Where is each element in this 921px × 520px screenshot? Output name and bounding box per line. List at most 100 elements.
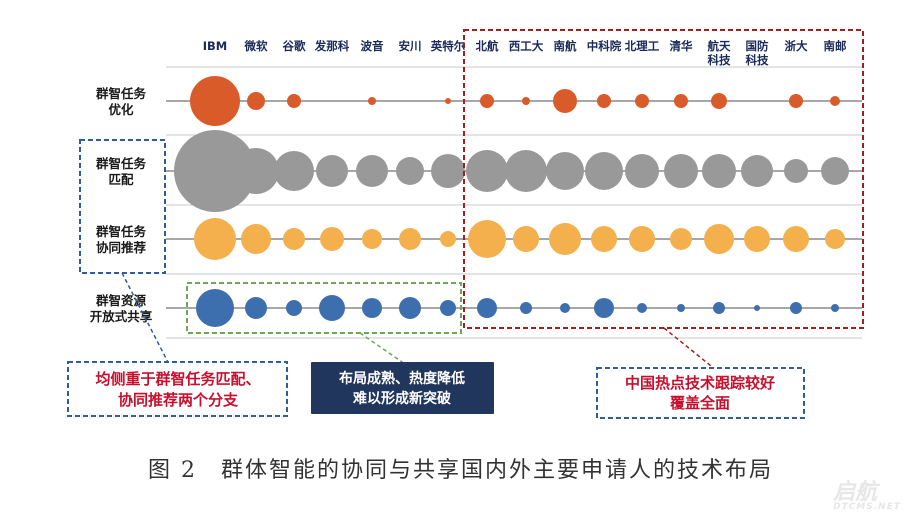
bubble-r0-c10 bbox=[597, 94, 611, 108]
bubble-r2-c11 bbox=[629, 226, 655, 252]
bubble-r1-c11 bbox=[625, 154, 659, 188]
bubble-r1-c7 bbox=[466, 150, 508, 192]
bubble-r3-c1 bbox=[245, 297, 267, 319]
bubble-r3-c9 bbox=[560, 303, 570, 313]
bubble-r0-c16 bbox=[830, 96, 840, 106]
bubble-r3-c3 bbox=[319, 295, 345, 321]
mid-annotation-text: 布局成熟、热度降低难以形成新突破 bbox=[339, 370, 465, 407]
bubble-r0-c1 bbox=[247, 92, 265, 110]
bubble-r1-c9 bbox=[546, 152, 584, 190]
bubble-r2-c16 bbox=[825, 229, 845, 249]
bubble-r2-c15 bbox=[783, 226, 809, 252]
category-label-10: 中科院 bbox=[587, 39, 622, 53]
category-label-8: 西工大 bbox=[509, 39, 544, 53]
bubble-r2-c12 bbox=[670, 228, 692, 250]
bubble-r2-c5 bbox=[399, 228, 421, 250]
bubble-r1-c10 bbox=[585, 152, 623, 190]
bubble-r2-c10 bbox=[591, 226, 617, 252]
category-label-4: 波音 bbox=[361, 39, 384, 53]
category-label-6: 英特尔 bbox=[430, 39, 466, 53]
bubble-r1-c1 bbox=[233, 148, 279, 194]
patent-layout-chart: IBM 微软 谷歌 发那科 波音 安川 英特尔 北航 西工大 南航 中科院 北理工 清华 航天科技国防科技… bbox=[67, 29, 864, 419]
bubble-r1-c0 bbox=[174, 130, 256, 212]
bubble-r0-c8 bbox=[522, 97, 530, 105]
bubble-r0-c2 bbox=[287, 94, 301, 108]
bubble-r3-c8 bbox=[520, 302, 532, 314]
bubble-r3-c7 bbox=[477, 298, 497, 318]
left-connector-line bbox=[121, 272, 171, 367]
mid-annotation-box bbox=[311, 362, 494, 414]
watermark-text: 启航 bbox=[833, 480, 878, 505]
bubble-r0-c12 bbox=[674, 94, 688, 108]
bubble-r3-c2 bbox=[286, 300, 302, 316]
bubble-r1-c8 bbox=[505, 150, 547, 192]
bubble-r1-c14 bbox=[741, 155, 773, 187]
category-label-11: 北理工 bbox=[625, 39, 660, 53]
category-label-15: 浙大 bbox=[785, 39, 808, 53]
watermark-logo: 启航 DTCMS.NET bbox=[833, 474, 901, 512]
watermark-subtext: DTCMS.NET bbox=[833, 502, 901, 512]
left-annotation-box bbox=[67, 361, 288, 417]
category-label-14: 国防科技 bbox=[746, 39, 769, 67]
bubble-r3-c12 bbox=[677, 304, 685, 312]
right-annotation-box bbox=[596, 367, 805, 419]
bubble-r1-c4 bbox=[356, 155, 388, 187]
bubble-r1-c5 bbox=[396, 157, 424, 185]
row-label-3: 群智资源开放式共享 bbox=[90, 293, 153, 324]
category-label-9: 南航 bbox=[554, 39, 577, 53]
bubble-r1-c12 bbox=[664, 154, 698, 188]
bubble-r0-c4 bbox=[368, 97, 376, 105]
bubble-r2-c14 bbox=[744, 226, 770, 252]
bubble-r2-c0 bbox=[194, 218, 236, 260]
bubble-r0-c13 bbox=[711, 93, 727, 109]
category-label-5: 安川 bbox=[399, 39, 422, 53]
category-label-7: 北航 bbox=[476, 39, 499, 53]
bubble-r0-c11 bbox=[635, 94, 649, 108]
row-label-2: 群智任务协同推荐 bbox=[95, 224, 147, 255]
bubble-r3-c11 bbox=[637, 303, 647, 313]
bubble-r1-c13 bbox=[702, 154, 736, 188]
right-connector-line bbox=[663, 327, 717, 371]
bubble-r3-c15 bbox=[790, 302, 802, 314]
category-label-16: 南邮 bbox=[824, 39, 847, 53]
bubble-r1-c2 bbox=[274, 151, 314, 191]
bubble-r0-c7 bbox=[480, 94, 494, 108]
bubble-r1-c15 bbox=[784, 159, 808, 183]
mature-layout-frame bbox=[186, 282, 462, 334]
category-label-3: 发那科 bbox=[314, 39, 350, 53]
china-highlight-frame bbox=[463, 29, 864, 329]
bubble-r2-c4 bbox=[362, 229, 382, 249]
row-label-1: 群智任务匹配 bbox=[95, 156, 147, 187]
bubble-r3-c13 bbox=[713, 302, 725, 314]
figure-caption: 图 2 群体智能的协同与共享国内外主要申请人的技术布局 bbox=[148, 458, 773, 483]
mid-connector-line bbox=[359, 332, 406, 365]
bubble-r2-c6 bbox=[440, 231, 456, 247]
bubble-r1-c16 bbox=[821, 157, 849, 185]
bubble-r0-c15 bbox=[789, 94, 803, 108]
bubble-r2-c1 bbox=[241, 224, 271, 254]
category-label-0: IBM bbox=[203, 39, 228, 53]
bubble-r3-c10 bbox=[594, 298, 614, 318]
bubble-r3-c4 bbox=[362, 298, 382, 318]
bubble-r0-c0 bbox=[190, 76, 240, 126]
bubble-r1-c3 bbox=[316, 155, 348, 187]
bubble-r3-c6 bbox=[440, 300, 456, 316]
bubble-r2-c8 bbox=[513, 226, 539, 252]
bubble-r3-c14 bbox=[754, 305, 760, 311]
category-label-1: 微软 bbox=[244, 39, 268, 53]
bubble-r1-c6 bbox=[431, 154, 465, 188]
category-label-2: 谷歌 bbox=[283, 39, 306, 53]
bubble-r2-c9 bbox=[549, 223, 581, 255]
category-label-12: 清华 bbox=[670, 39, 693, 53]
row-label-0: 群智任务优化 bbox=[95, 86, 147, 117]
bubble-r2-c2 bbox=[283, 228, 305, 250]
right-annotation-text: 中国热点技术跟踪较好覆盖全面 bbox=[625, 374, 775, 412]
left-annotation-text: 均侧重于群智任务匹配、协同推荐两个分支 bbox=[95, 370, 260, 409]
bubble-r2-c3 bbox=[320, 227, 344, 251]
bubble-r0-c9 bbox=[553, 89, 577, 113]
bubble-r3-c0 bbox=[196, 289, 234, 327]
bubble-r0-c6 bbox=[445, 98, 451, 104]
category-label-13: 航天科技 bbox=[708, 39, 731, 67]
bubble-r3-c16 bbox=[831, 304, 839, 312]
bubble-r2-c7 bbox=[468, 220, 506, 258]
